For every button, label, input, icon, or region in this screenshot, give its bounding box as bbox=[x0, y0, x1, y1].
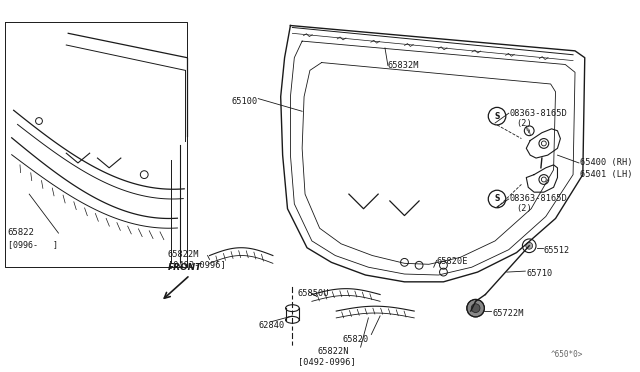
Text: 65820: 65820 bbox=[342, 336, 369, 344]
Text: (2): (2) bbox=[516, 204, 532, 213]
Text: [0996-   ]: [0996- ] bbox=[8, 240, 58, 249]
Text: 08363-8165D: 08363-8165D bbox=[509, 194, 568, 203]
Text: 65100: 65100 bbox=[232, 97, 258, 106]
Text: 65822M: 65822M bbox=[168, 250, 199, 259]
Text: 08363-8165D: 08363-8165D bbox=[509, 109, 568, 118]
Text: 65822: 65822 bbox=[8, 228, 35, 237]
Text: S: S bbox=[494, 112, 500, 121]
Text: 65820E: 65820E bbox=[436, 257, 468, 266]
Circle shape bbox=[467, 299, 484, 317]
Text: 65722M: 65722M bbox=[492, 309, 524, 318]
Text: 65400 (RH): 65400 (RH) bbox=[580, 158, 632, 167]
Text: 65710: 65710 bbox=[526, 269, 552, 278]
Circle shape bbox=[471, 304, 480, 312]
Text: 62840: 62840 bbox=[259, 321, 285, 330]
Text: S: S bbox=[494, 195, 500, 203]
Text: [0492-0996]: [0492-0996] bbox=[168, 260, 225, 269]
Text: ^650*0>: ^650*0> bbox=[550, 350, 583, 359]
Text: 65512: 65512 bbox=[544, 246, 570, 255]
Text: 65401 (LH): 65401 (LH) bbox=[580, 170, 632, 179]
Text: 65822N: 65822N bbox=[317, 347, 349, 356]
Text: 65832M: 65832M bbox=[388, 61, 419, 70]
Text: [0492-0996]: [0492-0996] bbox=[298, 357, 355, 366]
Text: (2): (2) bbox=[516, 119, 532, 128]
Circle shape bbox=[526, 243, 532, 249]
Text: 65850U: 65850U bbox=[297, 289, 329, 298]
Text: FRONT: FRONT bbox=[168, 263, 202, 272]
